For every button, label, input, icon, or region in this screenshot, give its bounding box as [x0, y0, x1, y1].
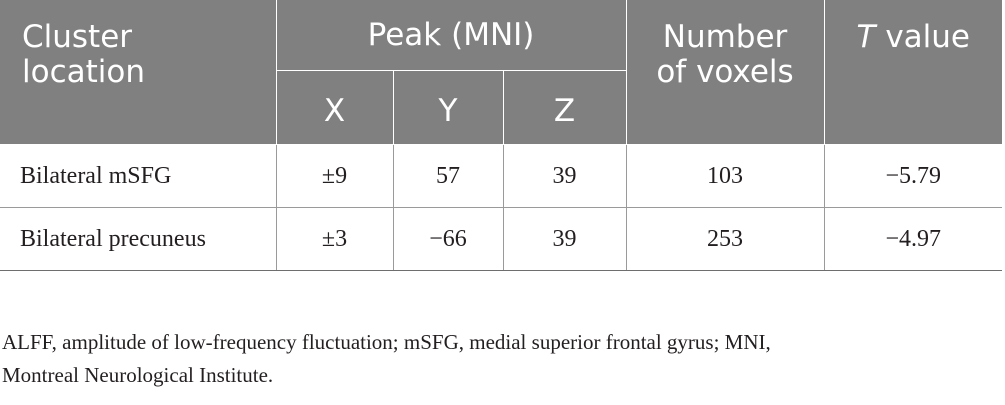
cell-x: ±3 [276, 207, 394, 271]
table-row: Bilateral precuneus ±3 −66 39 253 −4.97 [0, 207, 1003, 271]
table-row: Bilateral mSFG ±9 57 39 103 −5.79 [0, 144, 1003, 208]
footnote-line1: ALFF, amplitude of low-frequency fluctua… [2, 330, 771, 354]
header-peak-mni: Peak (MNI) [275, 0, 627, 71]
header-z: Z [502, 70, 627, 145]
header-voxels-line2: of voxels [656, 54, 794, 90]
header-y: Y [392, 70, 504, 145]
footnote-line2: Montreal Neurological Institute. [2, 363, 274, 387]
cell-y: 57 [393, 144, 504, 208]
header-t-value: T value [823, 0, 1003, 145]
cell-location: Bilateral mSFG [0, 144, 277, 208]
header-cluster-location: Cluster location [0, 0, 277, 145]
results-table: Cluster location Peak (MNI) Number of vo… [0, 0, 1003, 271]
cell-z: 39 [503, 207, 627, 271]
header-row: Cluster location Peak (MNI) Number of vo… [0, 0, 1003, 145]
table-body: Bilateral mSFG ±9 57 39 103 −5.79 Bilate… [0, 144, 1003, 271]
header-voxels-line1: Number [662, 19, 788, 55]
header-number-of-voxels: Number of voxels [625, 0, 825, 145]
cell-x: ±9 [276, 144, 394, 208]
cell-location: Bilateral precuneus [0, 207, 277, 271]
cell-z: 39 [503, 144, 627, 208]
header-x: X [275, 70, 394, 145]
cell-y: −66 [393, 207, 504, 271]
table-header: Cluster location Peak (MNI) Number of vo… [0, 0, 1003, 145]
cell-voxels: 253 [626, 207, 825, 271]
cell-voxels: 103 [626, 144, 825, 208]
header-cluster-location-line1: Cluster [22, 19, 133, 55]
header-t-letter: T [856, 19, 876, 55]
header-cluster-location-line2: location [22, 54, 146, 90]
subheader-row: X Y Z [0, 70, 1002, 145]
table-footnote: ALFF, amplitude of low-frequency fluctua… [2, 326, 1002, 392]
header-t-value-label: value [875, 19, 970, 55]
cell-t-value: −5.79 [824, 144, 1003, 208]
cell-t-value: −4.97 [824, 207, 1003, 271]
